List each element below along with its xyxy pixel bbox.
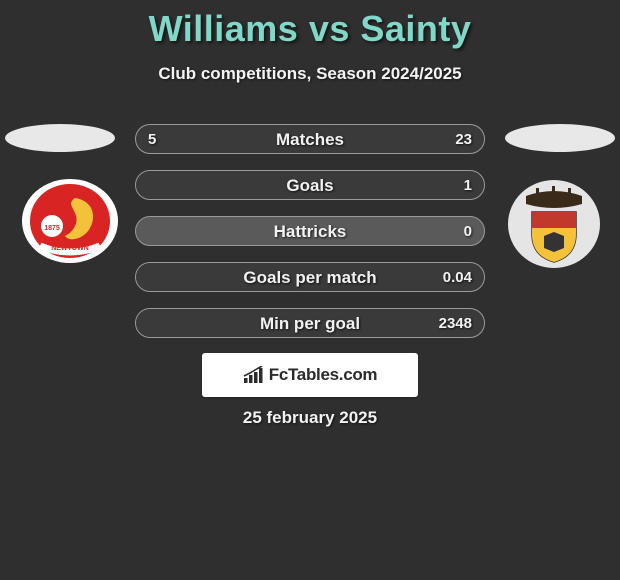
stat-value-right: 0: [452, 217, 484, 245]
comparison-card: Williams vs Sainty Club competitions, Se…: [0, 0, 620, 580]
crest-right-svg: [506, 178, 602, 270]
player-head-right: [505, 124, 615, 152]
club-crest-right: [506, 178, 602, 270]
stat-row: Hattricks0: [135, 216, 485, 246]
svg-text:1875: 1875: [44, 225, 60, 232]
stat-row: Goals1: [135, 170, 485, 200]
stat-label: Matches: [136, 125, 484, 153]
page-title: Williams vs Sainty: [0, 0, 620, 50]
stat-label: Goals: [136, 171, 484, 199]
brand-badge[interactable]: FcTables.com: [202, 353, 418, 397]
club-crest-left: 1875 NEWTOWN: [20, 178, 120, 264]
stat-value-right: 2348: [427, 309, 484, 337]
stat-value-right: 23: [443, 125, 484, 153]
svg-text:NEWTOWN: NEWTOWN: [51, 245, 89, 252]
snapshot-date: 25 february 2025: [0, 408, 620, 428]
player-head-left: [5, 124, 115, 152]
stat-row: Goals per match0.04: [135, 262, 485, 292]
stat-row: Matches5 23: [135, 124, 485, 154]
brand-chart-icon: [243, 366, 265, 384]
stats-list: Matches5 23 Goals1 Hattricks0 Goals per matc…: [135, 124, 485, 354]
stat-value-right: 0.04: [431, 263, 484, 291]
crest-left-svg: 1875 NEWTOWN: [20, 178, 120, 264]
stat-label: Hattricks: [136, 217, 484, 245]
stat-row: Min per goal2348: [135, 308, 485, 338]
brand-text: FcTables.com: [269, 365, 378, 385]
subtitle: Club competitions, Season 2024/2025: [0, 64, 620, 84]
stat-value-right: 1: [452, 171, 484, 199]
stat-value-left: 5: [136, 125, 168, 153]
